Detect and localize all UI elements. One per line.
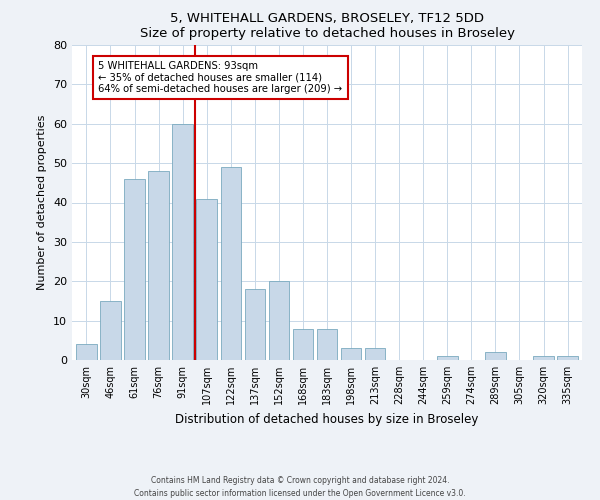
Bar [437,356,458,360]
Bar [172,124,193,360]
Bar [557,356,578,360]
Bar [148,171,169,360]
Bar [317,328,337,360]
Bar [221,167,241,360]
Bar [196,198,217,360]
Bar [124,179,145,360]
Bar [365,348,385,360]
Bar [485,352,506,360]
Bar [533,356,554,360]
Bar [245,289,265,360]
Bar [100,301,121,360]
Bar [293,328,313,360]
Y-axis label: Number of detached properties: Number of detached properties [37,115,47,290]
Bar [341,348,361,360]
Text: Contains HM Land Registry data © Crown copyright and database right 2024.
Contai: Contains HM Land Registry data © Crown c… [134,476,466,498]
Text: 5 WHITEHALL GARDENS: 93sqm
← 35% of detached houses are smaller (114)
64% of sem: 5 WHITEHALL GARDENS: 93sqm ← 35% of deta… [98,60,343,94]
Bar [269,281,289,360]
Title: 5, WHITEHALL GARDENS, BROSELEY, TF12 5DD
Size of property relative to detached h: 5, WHITEHALL GARDENS, BROSELEY, TF12 5DD… [139,12,515,40]
Bar [76,344,97,360]
X-axis label: Distribution of detached houses by size in Broseley: Distribution of detached houses by size … [175,412,479,426]
